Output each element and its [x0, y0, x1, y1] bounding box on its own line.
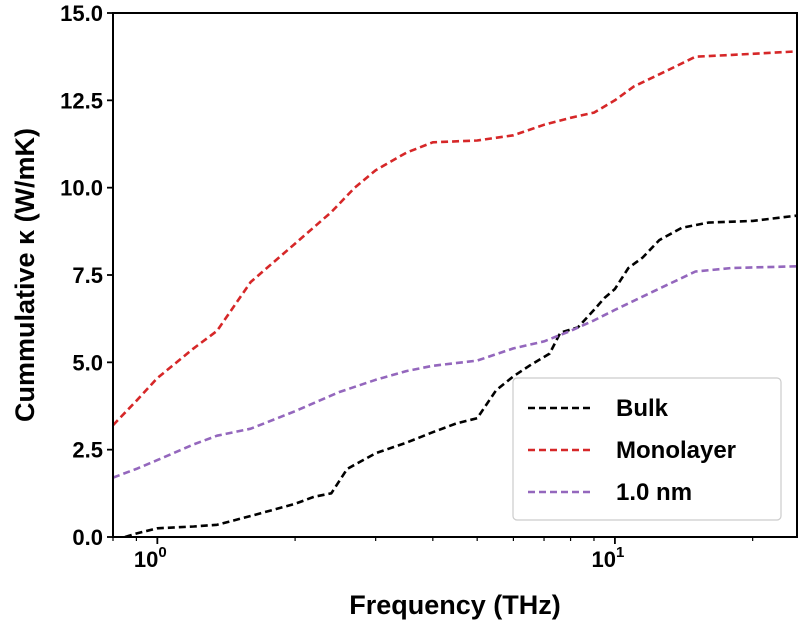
y-tick-label: 12.5 — [60, 88, 103, 113]
y-tick-label: 15.0 — [60, 1, 103, 26]
x-axis-title: Frequency (THz) — [349, 590, 561, 620]
legend-label: Bulk — [616, 395, 669, 422]
legend-box — [512, 377, 782, 521]
series-line-bulk — [124, 214, 797, 537]
y-tick-label: 5.0 — [72, 350, 103, 375]
legend-label: Monolayer — [616, 437, 736, 464]
legend: Bulk Monolayer 1.0 nm — [512, 377, 782, 521]
y-tick-label: 7.5 — [72, 263, 103, 288]
x-tick-label: 100 — [134, 544, 167, 572]
y-axis-title: Cummulative κ (W/mK) — [10, 128, 40, 422]
x-tick-label: 101 — [592, 544, 625, 572]
y-tick-label: 2.5 — [72, 438, 103, 463]
series-layer — [113, 50, 797, 537]
legend-label: 1.0 nm — [616, 479, 692, 506]
y-tick-label: 0.0 — [72, 525, 103, 550]
y-tick-label: 10.0 — [60, 176, 103, 201]
series-line-monolayer — [113, 50, 797, 427]
ticks-layer: 0.0 2.5 5.0 7.5 10.0 12.5 15.0 100 101 — [60, 1, 754, 572]
